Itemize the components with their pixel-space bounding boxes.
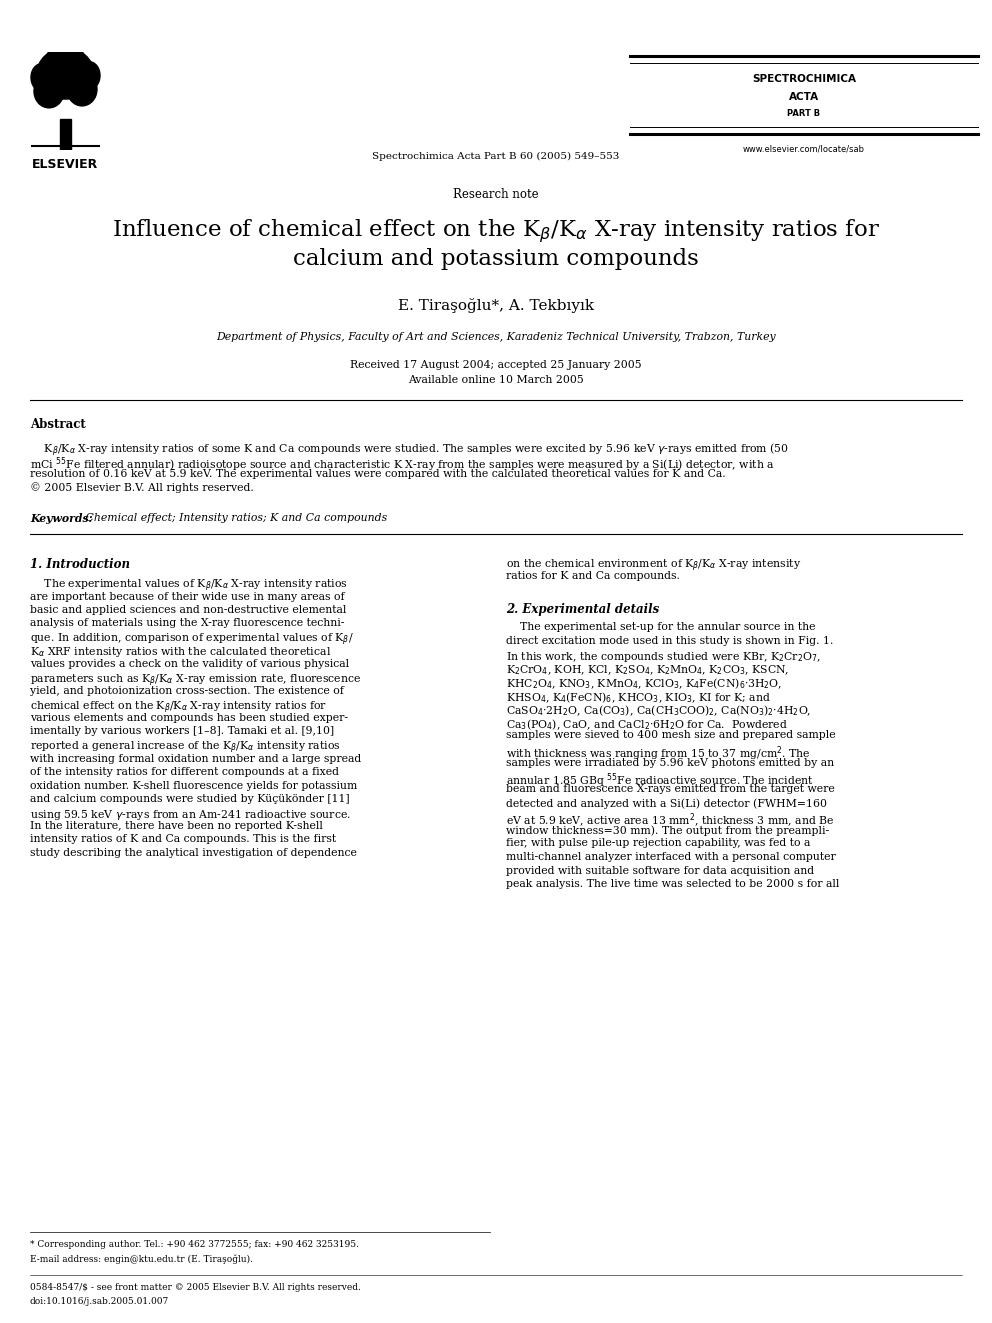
Text: on the chemical environment of K$_{\beta}$/K$_{\alpha}$ X-ray intensity: on the chemical environment of K$_{\beta… xyxy=(506,558,802,574)
Bar xyxy=(61,119,70,149)
Text: 2. Experimental details: 2. Experimental details xyxy=(506,602,660,615)
Ellipse shape xyxy=(37,48,94,99)
Text: Abstract: Abstract xyxy=(30,418,85,431)
Text: * Corresponding author. Tel.: +90 462 3772555; fax: +90 462 3253195.: * Corresponding author. Tel.: +90 462 37… xyxy=(30,1240,359,1249)
Text: resolution of 0.16 keV at 5.9 keV. The experimental values were compared with th: resolution of 0.16 keV at 5.9 keV. The e… xyxy=(30,468,725,479)
Text: ratios for K and Ca compounds.: ratios for K and Ca compounds. xyxy=(506,572,680,582)
Text: que. In addition, comparison of experimental values of K$_{\beta}$/: que. In addition, comparison of experime… xyxy=(30,632,354,648)
Text: Chemical effect; Intensity ratios; K and Ca compounds: Chemical effect; Intensity ratios; K and… xyxy=(82,513,387,523)
Text: In this work, the compounds studied were KBr, K$_2$Cr$_2$O$_7$,: In this work, the compounds studied were… xyxy=(506,650,821,664)
Text: PART B: PART B xyxy=(788,108,820,118)
Text: mCi $^{55}$Fe filtered annular) radioisotope source and characteristic K X-ray f: mCi $^{55}$Fe filtered annular) radioiso… xyxy=(30,455,775,474)
Text: are important because of their wide use in many areas of: are important because of their wide use … xyxy=(30,591,344,602)
Text: www.elsevier.com/locate/sab: www.elsevier.com/locate/sab xyxy=(743,146,865,153)
Text: and calcium compounds were studied by Küçükönder [11]: and calcium compounds were studied by Kü… xyxy=(30,794,349,804)
Text: with increasing formal oxidation number and a large spread: with increasing formal oxidation number … xyxy=(30,754,361,763)
Text: using 59.5 keV $\gamma$-rays from an Am-241 radioactive source.: using 59.5 keV $\gamma$-rays from an Am-… xyxy=(30,807,351,822)
Text: K$_{\beta}$/K$_{\alpha}$ X-ray intensity ratios of some K and Ca compounds were : K$_{\beta}$/K$_{\alpha}$ X-ray intensity… xyxy=(30,442,789,459)
Text: Department of Physics, Faculty of Art and Sciences, Karadeniz Technical Universi: Department of Physics, Faculty of Art an… xyxy=(216,332,776,343)
Text: K$_{\alpha}$ XRF intensity ratios with the calculated theoretical: K$_{\alpha}$ XRF intensity ratios with t… xyxy=(30,646,331,659)
Text: intensity ratios of K and Ca compounds. This is the first: intensity ratios of K and Ca compounds. … xyxy=(30,835,336,844)
Text: detected and analyzed with a Si(Li) detector (FWHM=160: detected and analyzed with a Si(Li) dete… xyxy=(506,798,827,808)
Text: with thickness was ranging from 15 to 37 mg/cm$^2$. The: with thickness was ranging from 15 to 37… xyxy=(506,744,810,762)
Ellipse shape xyxy=(46,44,85,75)
Text: KHC$_2$O$_4$, KNO$_3$, KMnO$_4$, KClO$_3$, K$_4$Fe(CN)$_6$·3H$_2$O,: KHC$_2$O$_4$, KNO$_3$, KMnO$_4$, KClO$_3… xyxy=(506,676,782,691)
Text: calcium and potassium compounds: calcium and potassium compounds xyxy=(293,247,699,270)
Text: E. Tiraşoğlu*, A. Tekbıyık: E. Tiraşoğlu*, A. Tekbıyık xyxy=(398,298,594,314)
Text: direct excitation mode used in this study is shown in Fig. 1.: direct excitation mode used in this stud… xyxy=(506,636,833,646)
Text: 0584-8547/$ - see front matter © 2005 Elsevier B.V. All rights reserved.: 0584-8547/$ - see front matter © 2005 El… xyxy=(30,1283,361,1293)
Text: values provides a check on the validity of various physical: values provides a check on the validity … xyxy=(30,659,349,669)
Text: SPECTROCHIMICA: SPECTROCHIMICA xyxy=(752,74,856,83)
Text: samples were irradiated by 5.96 keV photons emitted by an: samples were irradiated by 5.96 keV phot… xyxy=(506,758,834,767)
Text: reported a general increase of the K$_{\beta}$/K$_{\alpha}$ intensity ratios: reported a general increase of the K$_{\… xyxy=(30,740,341,757)
Text: Keywords:: Keywords: xyxy=(30,513,92,524)
Text: fier, with pulse pile-up rejection capability, was fed to a: fier, with pulse pile-up rejection capab… xyxy=(506,839,810,848)
Text: basic and applied sciences and non-destructive elemental: basic and applied sciences and non-destr… xyxy=(30,605,346,615)
Text: eV at 5.9 keV, active area 13 mm$^2$, thickness 3 mm, and Be: eV at 5.9 keV, active area 13 mm$^2$, th… xyxy=(506,811,834,830)
Text: CaSO$_4$·2H$_2$O, Ca(CO$_3$), Ca(CH$_3$COO)$_2$, Ca(NO$_3$)$_2$·4H$_2$O,: CaSO$_4$·2H$_2$O, Ca(CO$_3$), Ca(CH$_3$C… xyxy=(506,704,811,718)
Text: doi:10.1016/j.sab.2005.01.007: doi:10.1016/j.sab.2005.01.007 xyxy=(30,1297,170,1306)
Text: chemical effect on the K$_{\beta}$/K$_{\alpha}$ X-ray intensity ratios for: chemical effect on the K$_{\beta}$/K$_{\… xyxy=(30,700,327,716)
Text: samples were sieved to 400 mesh size and prepared sample: samples were sieved to 400 mesh size and… xyxy=(506,730,835,741)
Text: Spectrochimica Acta Part B 60 (2005) 549–553: Spectrochimica Acta Part B 60 (2005) 549… xyxy=(372,152,620,161)
Text: various elements and compounds has been studied exper-: various elements and compounds has been … xyxy=(30,713,348,722)
Text: study describing the analytical investigation of dependence: study describing the analytical investig… xyxy=(30,848,357,859)
Text: K$_2$CrO$_4$, KOH, KCl, K$_2$SO$_4$, K$_2$MnO$_4$, K$_2$CO$_3$, KSCN,: K$_2$CrO$_4$, KOH, KCl, K$_2$SO$_4$, K$_… xyxy=(506,663,790,676)
Ellipse shape xyxy=(79,62,100,89)
Text: KHSO$_4$, K$_4$(FeCN)$_6$, KHCO$_3$, KIO$_3$, KI for K; and: KHSO$_4$, K$_4$(FeCN)$_6$, KHCO$_3$, KIO… xyxy=(506,691,771,705)
Text: parameters such as K$_{\beta}$/K$_{\alpha}$ X-ray emission rate, fluorescence: parameters such as K$_{\beta}$/K$_{\alph… xyxy=(30,672,361,689)
Text: window thickness=30 mm). The output from the preampli-: window thickness=30 mm). The output from… xyxy=(506,826,829,836)
Text: The experimental values of K$_{\beta}$/K$_{\alpha}$ X-ray intensity ratios: The experimental values of K$_{\beta}$/K… xyxy=(30,578,348,594)
Text: annular 1.85 GBq $^{55}$Fe radioactive source. The incident: annular 1.85 GBq $^{55}$Fe radioactive s… xyxy=(506,771,813,790)
Text: oxidation number. K-shell fluorescence yields for potassium: oxidation number. K-shell fluorescence y… xyxy=(30,781,357,791)
Text: analysis of materials using the X-ray fluorescence techni-: analysis of materials using the X-ray fl… xyxy=(30,618,344,628)
Text: © 2005 Elsevier B.V. All rights reserved.: © 2005 Elsevier B.V. All rights reserved… xyxy=(30,483,254,493)
Text: peak analysis. The live time was selected to be 2000 s for all: peak analysis. The live time was selecte… xyxy=(506,878,839,889)
Text: ELSEVIER: ELSEVIER xyxy=(32,157,98,171)
Text: Available online 10 March 2005: Available online 10 March 2005 xyxy=(408,374,584,385)
Ellipse shape xyxy=(34,74,64,108)
Text: Received 17 August 2004; accepted 25 January 2005: Received 17 August 2004; accepted 25 Jan… xyxy=(350,360,642,370)
Text: of the intensity ratios for different compounds at a fixed: of the intensity ratios for different co… xyxy=(30,767,339,777)
Text: yield, and photoionization cross-section. The existence of: yield, and photoionization cross-section… xyxy=(30,687,344,696)
Text: 1. Introduction: 1. Introduction xyxy=(30,558,130,572)
Text: imentally by various workers [1–8]. Tamaki et al. [9,10]: imentally by various workers [1–8]. Tama… xyxy=(30,726,334,737)
Text: provided with suitable software for data acquisition and: provided with suitable software for data… xyxy=(506,865,814,876)
Text: multi-channel analyzer interfaced with a personal computer: multi-channel analyzer interfaced with a… xyxy=(506,852,835,863)
Text: ACTA: ACTA xyxy=(789,93,819,102)
Text: Ca$_3$(PO$_4$), CaO, and CaCl$_2$·6H$_2$O for Ca.  Powdered: Ca$_3$(PO$_4$), CaO, and CaCl$_2$·6H$_2$… xyxy=(506,717,788,732)
Text: Research note: Research note xyxy=(453,188,539,201)
Text: The experimental set-up for the annular source in the: The experimental set-up for the annular … xyxy=(506,623,815,632)
Text: E-mail address: engin@ktu.edu.tr (E. Tiraşoğlu).: E-mail address: engin@ktu.edu.tr (E. Tir… xyxy=(30,1254,253,1263)
Ellipse shape xyxy=(31,64,52,91)
Text: In the literature, there have been no reported K-shell: In the literature, there have been no re… xyxy=(30,822,322,831)
Text: beam and fluorescence X-rays emitted from the target were: beam and fluorescence X-rays emitted fro… xyxy=(506,785,834,795)
Text: Influence of chemical effect on the K$_{\beta}$/K$_{\alpha}$ X-ray intensity rat: Influence of chemical effect on the K$_{… xyxy=(112,218,880,245)
Ellipse shape xyxy=(67,73,97,106)
